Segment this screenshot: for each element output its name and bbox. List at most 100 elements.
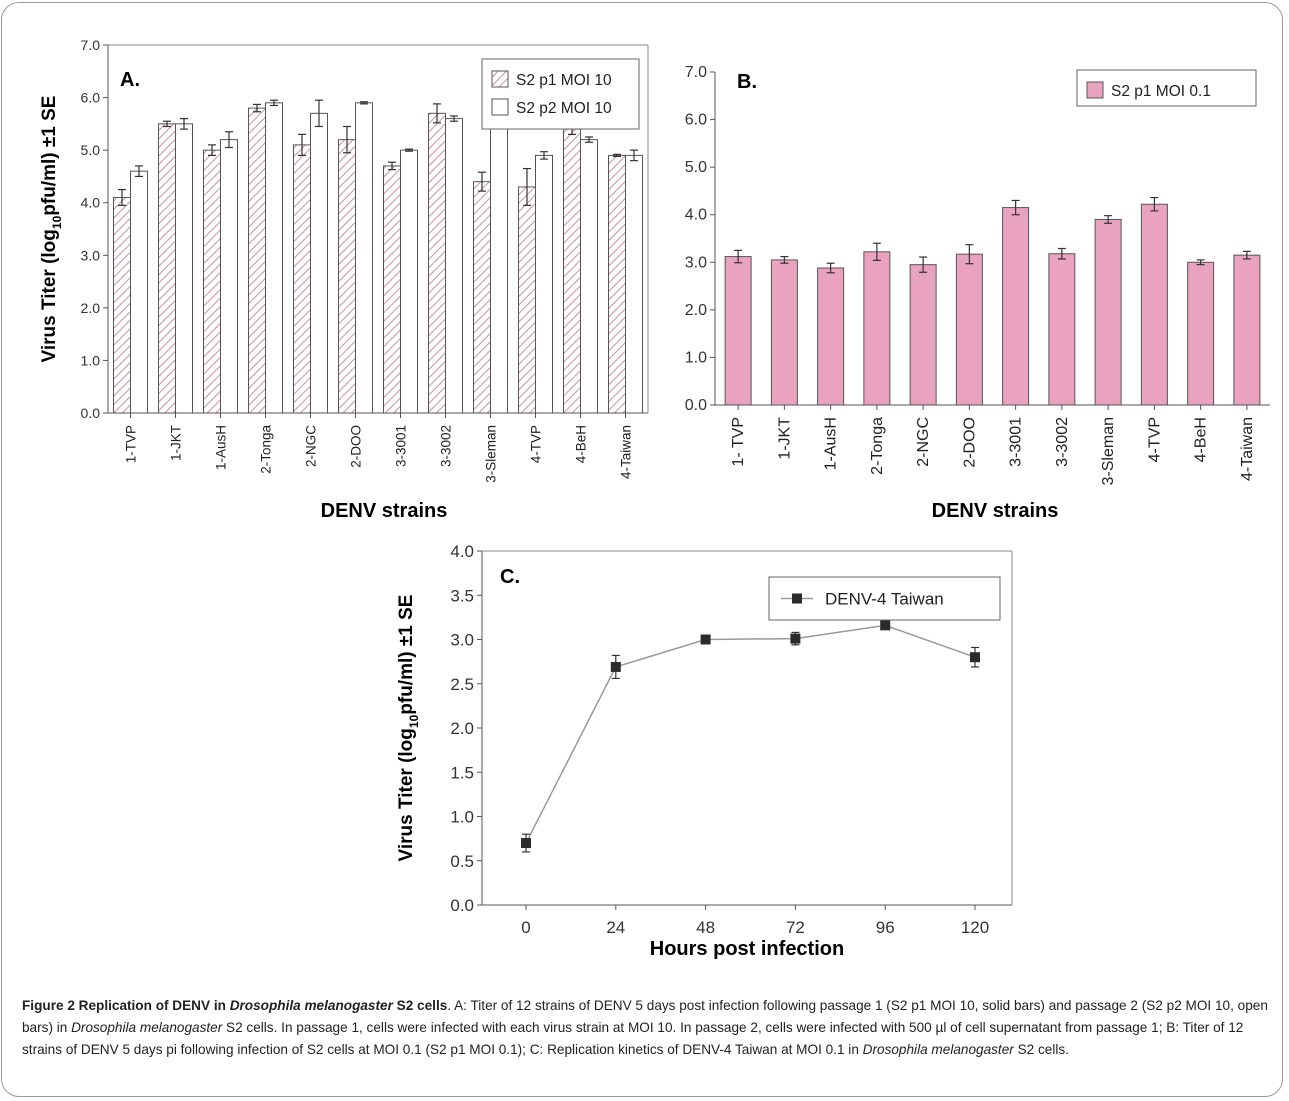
data-point — [700, 634, 711, 645]
bar-s2-p1-moi-0.1 — [1048, 253, 1076, 406]
y-tick-label: 0.0 — [81, 405, 101, 421]
bar-s2-p2-moi-10 — [355, 102, 373, 414]
y-tick-label: 5.0 — [81, 142, 101, 158]
bar-s2-p1-moi-10 — [473, 181, 491, 414]
caption-segment: . A: Titer of 12 strains of DENV 5 days … — [22, 998, 1268, 1035]
bar-s2-p2-moi-10 — [400, 149, 418, 414]
data-point — [521, 838, 531, 849]
caption-segment: S2 cells — [392, 998, 448, 1013]
legend-swatch — [1086, 81, 1104, 99]
y-tick-label: 2.0 — [685, 302, 707, 319]
bar-s2-p2-moi-10 — [310, 112, 328, 414]
bar-s2-p1-moi-0.1 — [724, 256, 752, 406]
x-tick-label: 96 — [876, 918, 895, 937]
y-tick-label: 2.0 — [81, 300, 101, 316]
y-tick-label: 6.0 — [685, 112, 707, 129]
x-tick-label: 2-DOO — [961, 417, 978, 468]
bar-s2-p2-moi-10 — [490, 118, 508, 414]
x-tick-label: 3-Sleman — [484, 425, 499, 483]
y-tick-label: 2.5 — [450, 675, 474, 694]
error-bar — [734, 249, 743, 264]
y-tick-label: 4.0 — [450, 542, 474, 561]
bar-s2-p2-moi-10 — [265, 102, 283, 414]
bar-s2-p2-moi-10 — [535, 154, 553, 414]
bar-s2-p1-moi-10 — [113, 196, 131, 414]
error-bar — [405, 148, 413, 152]
error-bar — [630, 149, 638, 162]
error-bar — [585, 136, 593, 143]
x-tick-label: 4-TVP — [529, 425, 544, 463]
bar-s2-p1-moi-0.1 — [1233, 254, 1261, 406]
error-bar — [826, 262, 835, 274]
legend-label: S2 p1 MOI 0.1 — [1111, 83, 1211, 100]
x-tick-label: 1-JKT — [776, 417, 793, 460]
data-point — [880, 620, 891, 631]
legend-box — [481, 58, 640, 130]
error-bar — [450, 115, 458, 122]
legend: S2 p1 MOI 0.1 — [1076, 69, 1257, 107]
legend-label: S2 p2 MOI 10 — [516, 100, 612, 117]
legend-box — [1076, 69, 1257, 107]
x-tick-label: 0 — [521, 918, 530, 937]
figure-canvas: 0.0 1.0 2.0 3.0 4.0 5.0 6.0 7.0 1-TVP 1-JKT 1-AusH… — [39, 37, 1270, 960]
error-bar — [919, 256, 928, 273]
y-axis-label: Virus Titer (log10pfu/ml) ±1 SE — [396, 595, 421, 862]
legend-label: S2 p1 MOI 10 — [516, 72, 612, 89]
bar-s2-p2-moi-10 — [130, 170, 148, 414]
x-tick-label: 2-NGC — [915, 417, 932, 467]
error-bar — [1104, 215, 1113, 224]
caption-segment: S2 cells. In passage 1, cells were infec… — [22, 1020, 1244, 1057]
chart-panel-a: 0.0 1.0 2.0 3.0 4.0 5.0 6.0 7.0 1-TVP 1-JKT 1-AusH… — [39, 37, 649, 522]
bar-s2-p1-moi-0.1 — [1187, 261, 1215, 406]
error-bar — [523, 167, 531, 206]
error-bar — [270, 99, 278, 107]
error-bar — [253, 103, 261, 113]
legend-marker — [792, 593, 802, 604]
bar-s2-p1-moi-0.1 — [1140, 203, 1168, 406]
x-tick-label: 4-BeH — [574, 425, 589, 463]
bar-s2-p1-moi-10 — [383, 165, 401, 414]
x-tick-label: 2-Tonga — [259, 425, 274, 474]
x-tick-label: 4-BeH — [1193, 417, 1210, 462]
y-axis-label: Virus Titer (log10pfu/ml) ±1 SE — [39, 96, 64, 363]
bar-s2-p2-moi-10 — [445, 118, 463, 414]
legend-label: DENV-4 Taiwan — [825, 590, 944, 609]
x-tick-label: 3-3002 — [439, 425, 454, 467]
x-tick-label: 4-TVP — [1146, 417, 1163, 462]
error-bar — [780, 255, 789, 264]
y-tick-label: 3.0 — [450, 631, 474, 650]
x-tick-label: 4-Taiwan — [1239, 417, 1256, 481]
bar-s2-p1-moi-0.1 — [863, 251, 891, 406]
bar-s2-p1-moi-10 — [248, 107, 266, 414]
series-line — [525, 624, 976, 844]
error-bar — [1057, 247, 1066, 260]
y-tick-label: 3.0 — [685, 254, 707, 271]
y-tick-label: 3.0 — [81, 247, 101, 263]
error-bar — [1242, 250, 1251, 260]
error-bar — [478, 171, 486, 192]
bar-s2-p1-moi-10 — [608, 154, 626, 414]
x-tick-label: 2-DOO — [349, 425, 364, 468]
y-tick-label: 6.0 — [81, 90, 101, 106]
chart-panel-b: 0.0 1.0 2.0 3.0 4.0 5.0 6.0 7.0 1- TVP 1-JKT 1-Aus… — [685, 64, 1270, 522]
x-tick-label: 1-AusH — [823, 417, 840, 470]
error-bar — [1196, 259, 1205, 266]
bar-s2-p2-moi-10 — [220, 139, 238, 414]
x-axis-label: DENV strains — [321, 500, 448, 522]
error-bar — [208, 144, 216, 156]
caption-segment: Drosophila melanogaster — [71, 1020, 223, 1035]
x-axis-label: Hours post infection — [650, 938, 844, 960]
error-bar — [1011, 199, 1020, 216]
y-tick-label: 1.0 — [450, 808, 474, 827]
error-bar — [965, 244, 974, 265]
y-tick-label: 4.0 — [81, 195, 101, 211]
error-bar — [315, 99, 323, 128]
y-tick-label: 1.5 — [450, 763, 474, 782]
y-tick-label: 7.0 — [685, 64, 707, 81]
caption-segment: S2 cells. — [1013, 1042, 1069, 1057]
error-bar — [613, 153, 621, 158]
bar-s2-p1-moi-0.1 — [1094, 218, 1122, 406]
caption-segment: Drosophila melanogaster — [862, 1042, 1014, 1057]
bar-s2-p2-moi-10 — [580, 139, 598, 414]
